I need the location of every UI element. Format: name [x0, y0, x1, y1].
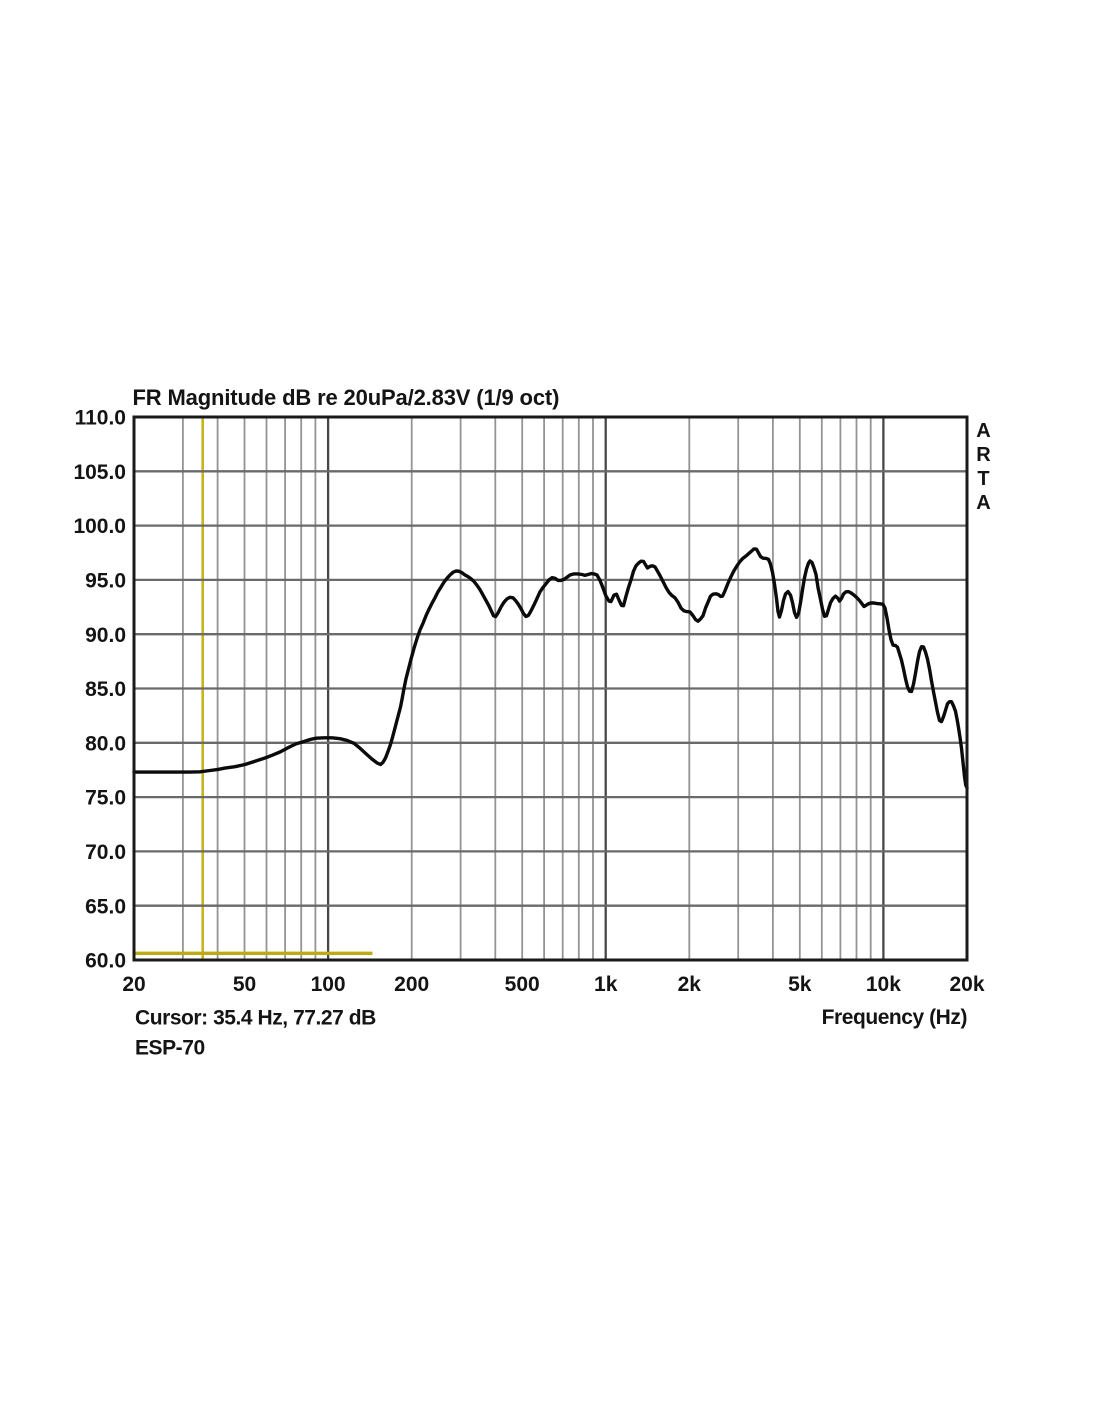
svg-text:200: 200	[394, 973, 429, 996]
svg-text:FR Magnitude dB re 20uPa/2.83V: FR Magnitude dB re 20uPa/2.83V (1/9 oct)	[133, 385, 560, 410]
svg-text:80.0: 80.0	[85, 732, 126, 755]
svg-text:500: 500	[505, 973, 540, 996]
svg-text:Frequency (Hz): Frequency (Hz)	[822, 1006, 967, 1029]
svg-text:A: A	[976, 492, 990, 514]
svg-text:85.0: 85.0	[85, 678, 126, 701]
svg-text:70.0: 70.0	[85, 841, 126, 864]
svg-text:T: T	[977, 468, 989, 490]
svg-text:65.0: 65.0	[85, 895, 126, 918]
svg-text:90.0: 90.0	[85, 624, 126, 647]
svg-text:100.0: 100.0	[73, 515, 126, 538]
svg-text:60.0: 60.0	[85, 950, 126, 973]
svg-text:100: 100	[311, 973, 346, 996]
svg-text:2k: 2k	[678, 973, 702, 996]
svg-text:10k: 10k	[866, 973, 901, 996]
svg-text:ESP-70: ESP-70	[135, 1037, 205, 1060]
svg-text:5k: 5k	[788, 973, 812, 996]
svg-text:20: 20	[122, 973, 145, 996]
svg-text:50: 50	[233, 973, 256, 996]
svg-text:105.0: 105.0	[73, 461, 126, 484]
svg-text:Cursor: 35.4 Hz, 77.27 dB: Cursor: 35.4 Hz, 77.27 dB	[135, 1007, 376, 1030]
svg-text:R: R	[976, 444, 991, 466]
svg-text:110.0: 110.0	[75, 407, 126, 430]
svg-text:75.0: 75.0	[85, 787, 126, 810]
svg-text:20k: 20k	[949, 973, 984, 996]
svg-text:A: A	[976, 420, 990, 442]
svg-text:95.0: 95.0	[85, 570, 126, 593]
svg-text:1k: 1k	[594, 973, 618, 996]
